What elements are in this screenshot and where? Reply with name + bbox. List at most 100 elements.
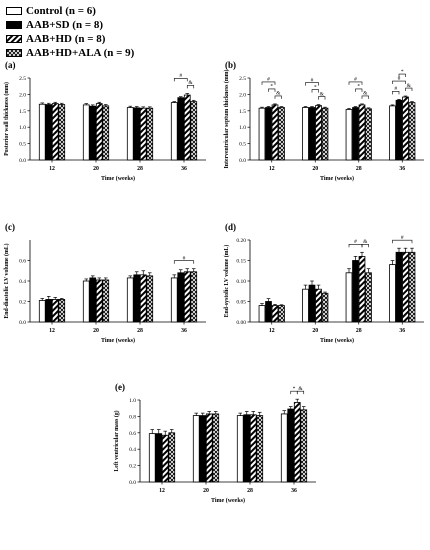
significance-bracket [361, 244, 369, 248]
x-tick-label: 36 [399, 328, 405, 334]
x-tick-label: 12 [269, 328, 275, 334]
significance-bracket [361, 95, 369, 99]
bar [205, 413, 213, 483]
significance-label: # [179, 73, 182, 79]
bar [315, 288, 322, 323]
x-axis-label: Time (weeks) [101, 175, 135, 182]
y-tick-label: 2.0 [19, 92, 26, 98]
legend-label: AAB+HD+ALA (n = 9) [26, 47, 135, 59]
y-tick-label: 0.4 [19, 279, 26, 285]
bar [256, 415, 264, 483]
legend-item: AAB+SD (n = 8) [6, 18, 206, 32]
y-tick-label: 0.6 [19, 259, 26, 265]
significance-label: * [401, 69, 404, 75]
bar [280, 413, 288, 483]
significance-bracket [392, 80, 406, 85]
chart-panel: (b) 0.0 0.5 1.0 1.5 2.0 2.5 Interventricular se… [223, 60, 424, 182]
panel-label: (a) [5, 60, 16, 70]
legend-item: AAB+HD (n = 8) [6, 32, 206, 46]
legend: Control (n = 6) AAB+SD (n = 8) AAB+HD (n =… [6, 4, 206, 60]
legend-swatch [6, 49, 22, 57]
panel-label: (e) [115, 382, 125, 392]
x-tick-label: 20 [93, 166, 99, 172]
panel-label: (b) [225, 60, 236, 70]
legend-item: AAB+HD+ALA (n = 9) [6, 46, 206, 60]
bar [271, 104, 279, 161]
bar [302, 107, 309, 161]
significance-bracket [296, 390, 305, 395]
x-tick-label: 28 [137, 328, 143, 334]
significance-label: & [320, 91, 325, 97]
significance-bracket [173, 78, 188, 82]
y-tick-label: 1.0 [239, 125, 246, 131]
bar [139, 107, 147, 161]
y-tick-label: 2.0 [239, 92, 246, 98]
bar [258, 305, 266, 323]
bar [395, 99, 403, 161]
x-axis-label: Time (weeks) [320, 337, 354, 344]
x-tick-label: 36 [181, 166, 187, 172]
bar [345, 272, 353, 323]
y-axis-label: Interventricular septum thickness (mm) [223, 69, 230, 168]
chart-panel: (a) 0.0 0.5 1.0 1.5 2.0 2.5 Posterior wall thic… [3, 60, 206, 182]
bar [146, 275, 154, 323]
bar [300, 409, 308, 483]
bar [133, 274, 141, 323]
bar [352, 260, 359, 323]
significance-bracket [311, 89, 319, 93]
y-axis-label: End-systolic LV volume (mL) [223, 245, 230, 318]
bar [408, 251, 416, 323]
panel-label: (c) [5, 222, 15, 232]
y-axis-label: End-diastolic LV volume (mL) [3, 243, 10, 318]
bar [258, 107, 266, 161]
bar [45, 299, 53, 323]
significance-bracket [392, 91, 400, 95]
x-tick-label: 28 [356, 166, 362, 172]
significance-bracket [318, 96, 326, 100]
significance-bracket [398, 73, 406, 78]
y-tick-label: 0.6 [129, 431, 136, 437]
bar [278, 107, 285, 161]
bar [190, 271, 198, 323]
legend-label: AAB+HD (n = 8) [26, 33, 106, 45]
significance-label: & [407, 83, 412, 89]
x-tick-label: 12 [49, 166, 55, 172]
y-tick-label: 0.20 [236, 238, 246, 244]
bar [308, 284, 316, 323]
y-tick-label: 0.5 [19, 142, 26, 148]
panel-label: (d) [225, 222, 236, 232]
significance-label: # [183, 256, 186, 262]
legend-swatch [6, 7, 22, 15]
y-tick-label: 0.0 [129, 480, 136, 486]
bar [133, 107, 141, 161]
x-tick-label: 12 [269, 166, 275, 172]
significance-label: # [394, 86, 397, 92]
bar [51, 299, 59, 323]
bar [82, 104, 90, 161]
bar [190, 101, 198, 161]
bar [358, 255, 366, 323]
bar [395, 251, 403, 323]
y-tick-label: 0.8 [129, 414, 136, 420]
y-tick-label: 0.5 [239, 142, 246, 148]
x-tick-label: 12 [49, 328, 55, 334]
x-tick-label: 36 [399, 166, 405, 172]
significance-bracket [261, 81, 276, 85]
bar [183, 94, 191, 161]
y-tick-label: 0.2 [19, 300, 26, 306]
chart-panel: (d) 0.00 0.05 0.10 0.15 0.20 End-systolic LV v… [223, 222, 424, 344]
bar [161, 434, 169, 483]
significance-bracket [392, 239, 413, 244]
bar [82, 280, 90, 323]
y-tick-label: 0.0 [239, 158, 246, 164]
bar [199, 415, 207, 483]
bar [389, 264, 396, 323]
bar [89, 277, 97, 323]
bar [358, 104, 366, 161]
bar [278, 305, 285, 323]
bar [183, 271, 191, 323]
bar [365, 272, 372, 323]
bar [38, 103, 46, 161]
y-tick-label: 0.15 [236, 259, 246, 265]
chart-panel: (e) 0.0 0.2 0.4 0.6 0.8 1.0 Left ventricular ma… [113, 382, 316, 504]
